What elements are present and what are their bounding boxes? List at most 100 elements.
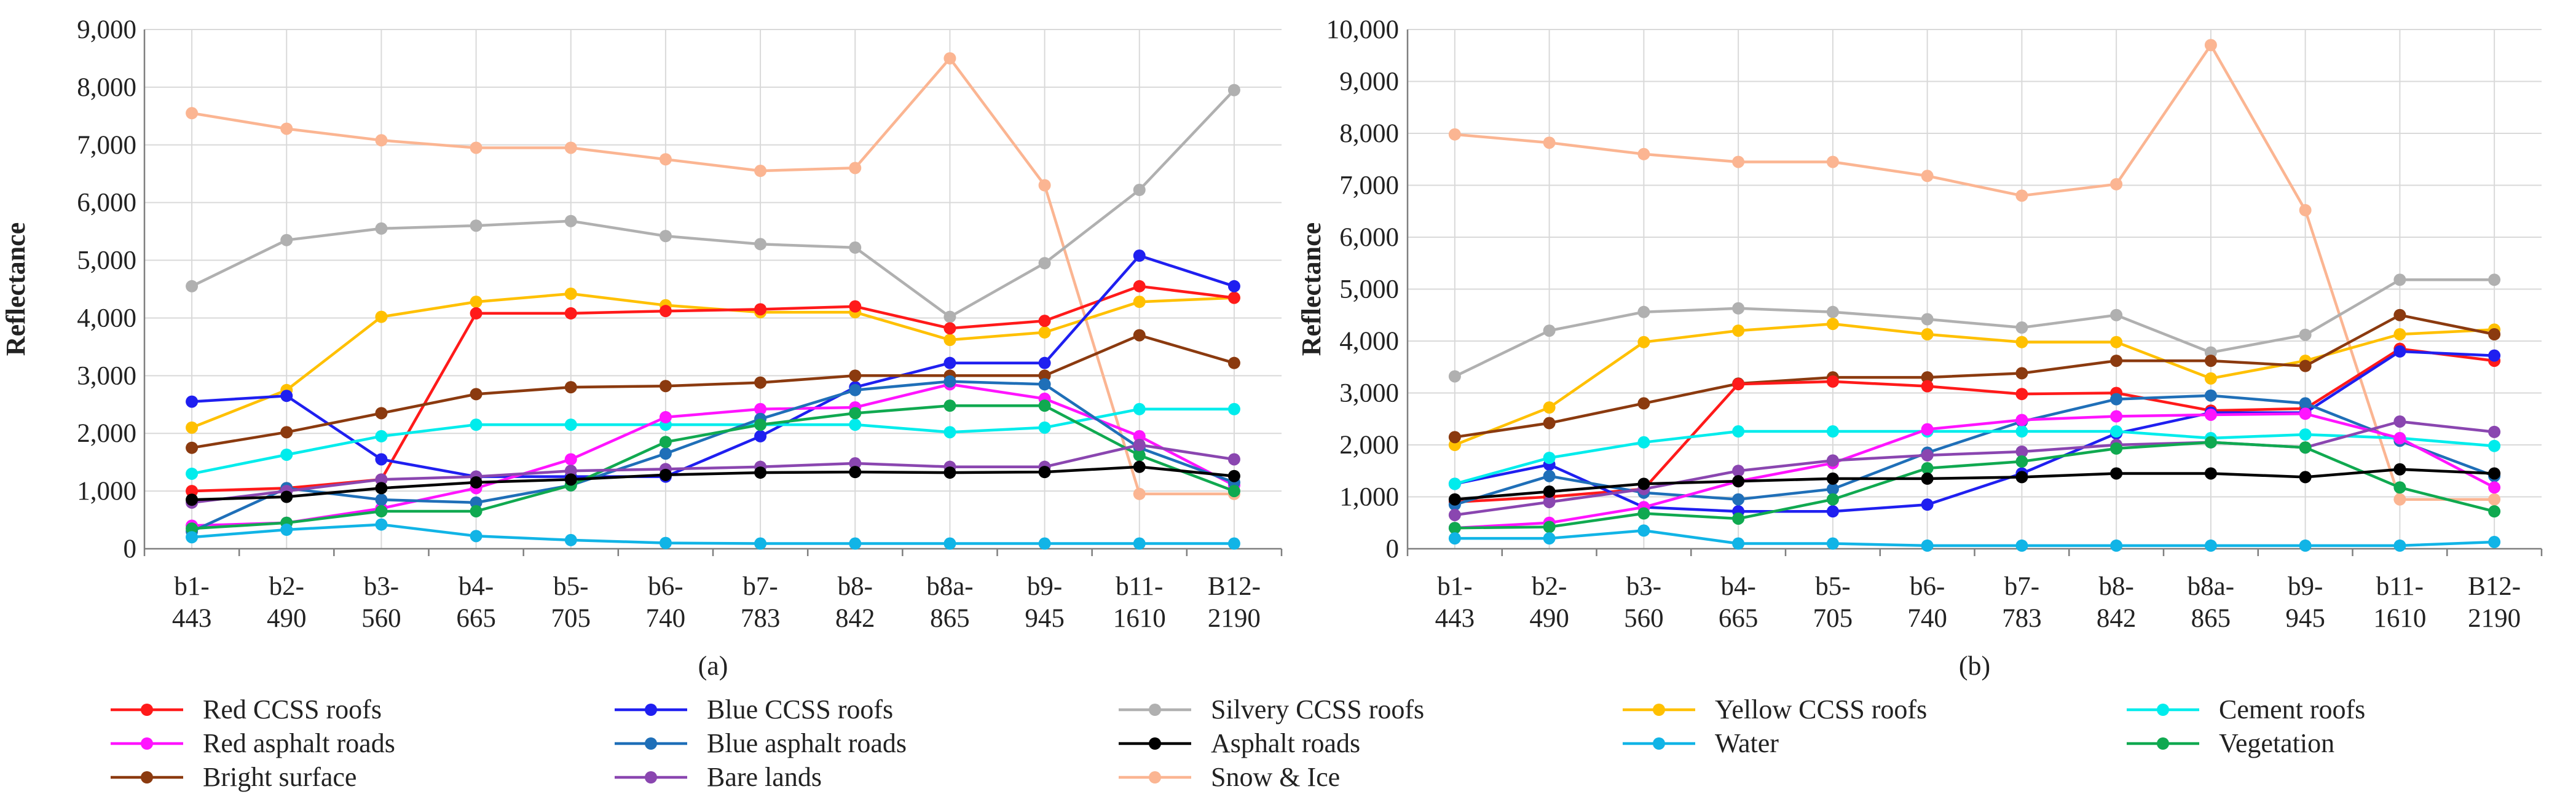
- series-cement-roofs: [186, 402, 1240, 480]
- series-snow-and-ice: [1448, 39, 2501, 506]
- legend-label: Bare lands: [707, 762, 822, 792]
- data-point-yellow-ccss-roofs: [1921, 328, 1934, 341]
- data-point-red-asphalt-roads: [2488, 481, 2501, 494]
- y-tick-label: 6,000: [1339, 223, 1399, 252]
- data-point-bright-surface: [375, 407, 388, 420]
- data-point-snow-and-ice: [2204, 39, 2217, 52]
- legend-label: Yellow CCSS roofs: [1715, 694, 1927, 724]
- legend-item-yellow-ccss-roofs: Yellow CCSS roofs: [1623, 694, 1927, 724]
- series-red-ccss-roofs: [186, 280, 1240, 498]
- x-tick-label: b2-490: [1529, 572, 1569, 633]
- data-point-asphalt-roads: [2393, 463, 2406, 476]
- data-point-snow-and-ice: [754, 165, 767, 178]
- series-silvery-ccss-roofs: [186, 84, 1240, 323]
- data-point-asphalt-roads: [849, 466, 862, 479]
- y-tick-label: 0: [1386, 535, 1400, 564]
- legend-swatch-marker: [1149, 771, 1161, 783]
- data-point-silvery-ccss-roofs: [375, 222, 388, 235]
- data-point-vegetation: [1227, 485, 1240, 498]
- x-tick-label: b11-1610: [1113, 572, 1166, 633]
- data-point-cement-roofs: [1038, 421, 1051, 434]
- y-tick-label: 3,000: [1339, 379, 1399, 408]
- legend-label: Water: [1715, 728, 1779, 758]
- data-point-vegetation: [375, 505, 388, 517]
- data-point-water: [1133, 537, 1146, 550]
- y-tick-label: 6,000: [77, 189, 136, 218]
- y-tick-label: 10,000: [1326, 15, 1399, 44]
- data-point-cement-roofs: [1543, 452, 1556, 465]
- series-line-water: [1454, 529, 2495, 548]
- data-point-asphalt-roads: [659, 468, 672, 481]
- y-tick-label: 7,000: [1339, 171, 1399, 200]
- data-point-cement-roofs: [2299, 428, 2312, 441]
- legend-swatch-marker: [2157, 737, 2169, 750]
- series-bright-surface: [186, 329, 1240, 454]
- data-point-snow-and-ice: [280, 122, 293, 135]
- legend-label: Bright surface: [203, 762, 356, 792]
- data-point-blue-ccss-roofs: [943, 356, 956, 369]
- data-point-silvery-ccss-roofs: [1732, 302, 1745, 315]
- legend-label: Asphalt roads: [1211, 728, 1360, 758]
- legend-label: Red asphalt roads: [203, 728, 395, 758]
- data-point-bright-surface: [849, 369, 862, 382]
- data-point-water: [2110, 539, 2123, 552]
- data-point-red-ccss-roofs: [186, 485, 199, 498]
- data-point-cement-roofs: [943, 426, 956, 439]
- legend-swatch-marker: [141, 704, 153, 716]
- data-point-red-asphalt-roads: [2299, 407, 2312, 420]
- data-point-water: [1038, 537, 1051, 550]
- data-point-bare-lands: [1543, 495, 1556, 508]
- data-point-bright-surface: [2110, 355, 2123, 367]
- series-line-blue-ccss-roofs: [1454, 350, 2495, 513]
- x-tick-label: b8a-865: [2188, 572, 2234, 633]
- data-point-blue-ccss-roofs: [1227, 280, 1240, 293]
- data-point-blue-ccss-roofs: [375, 453, 388, 466]
- data-point-water: [1921, 539, 1934, 552]
- data-point-yellow-ccss-roofs: [2015, 336, 2028, 348]
- data-point-asphalt-roads: [375, 482, 388, 495]
- data-point-water: [659, 536, 672, 549]
- data-point-yellow-ccss-roofs: [1133, 296, 1146, 308]
- data-point-blue-asphalt-roads: [849, 383, 862, 396]
- data-point-yellow-ccss-roofs: [2204, 372, 2217, 385]
- data-point-bright-surface: [2015, 367, 2028, 380]
- data-point-vegetation: [2204, 436, 2217, 449]
- x-tick-label: b8a-865: [926, 572, 973, 633]
- y-tick-label: 5,000: [1339, 275, 1399, 304]
- data-point-silvery-ccss-roofs: [659, 230, 672, 243]
- data-point-cement-roofs: [1448, 477, 1461, 490]
- data-point-red-asphalt-roads: [2204, 408, 2217, 421]
- data-point-silvery-ccss-roofs: [1921, 313, 1934, 326]
- data-point-red-ccss-roofs: [564, 307, 577, 320]
- data-point-yellow-ccss-roofs: [2393, 328, 2406, 341]
- data-point-bare-lands: [2488, 425, 2501, 438]
- legend-item-snow-and-ice: Snow & Ice: [1119, 762, 1340, 792]
- legend-item-vegetation: Vegetation: [2127, 728, 2334, 758]
- data-point-water: [470, 530, 483, 543]
- series-line-vegetation: [1454, 441, 2495, 530]
- series-red-asphalt-roads: [1448, 407, 2501, 535]
- data-point-red-asphalt-roads: [1921, 423, 1934, 436]
- data-point-snow-and-ice: [1921, 170, 1934, 183]
- data-point-cement-roofs: [1637, 436, 1650, 449]
- data-point-red-ccss-roofs: [754, 303, 767, 316]
- x-tick-label: B12-2190: [1208, 572, 1261, 633]
- chart-panel-b: 0 1,000 2,000 3,000 4,000 5,000 6,000 7,000 8,00…: [1296, 15, 2543, 681]
- legend-item-blue-ccss-roofs: Blue CCSS roofs: [615, 694, 893, 724]
- data-point-silvery-ccss-roofs: [470, 219, 483, 232]
- data-point-vegetation: [2015, 455, 2028, 468]
- data-point-bright-surface: [280, 426, 293, 439]
- data-point-snow-and-ice: [564, 141, 577, 154]
- data-point-cement-roofs: [1826, 425, 1839, 438]
- data-point-cement-roofs: [2015, 425, 2028, 438]
- y-axis-title: Reflectance: [1, 222, 31, 356]
- data-point-blue-ccss-roofs: [280, 390, 293, 402]
- data-point-silvery-ccss-roofs: [2015, 321, 2028, 334]
- y-tick-label: 2,000: [77, 419, 136, 448]
- series-line-blue-ccss-roofs: [191, 254, 1235, 478]
- data-point-snow-and-ice: [1448, 128, 1461, 141]
- data-point-blue-ccss-roofs: [754, 430, 767, 442]
- series-line-bare-lands: [191, 443, 1235, 505]
- legend-item-bright-surface: Bright surface: [111, 762, 356, 792]
- data-point-yellow-ccss-roofs: [1543, 401, 1556, 414]
